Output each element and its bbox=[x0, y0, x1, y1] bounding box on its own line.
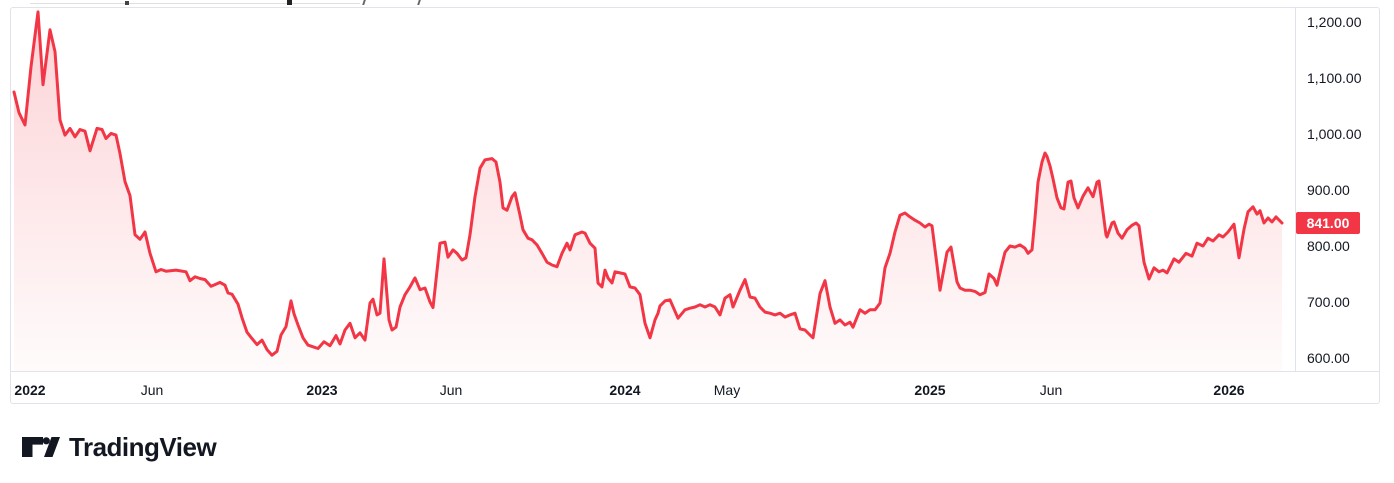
time-tick-label: Jun bbox=[1039, 382, 1063, 398]
time-tick-label: May bbox=[713, 382, 741, 398]
time-tick-label: 2026 bbox=[1213, 382, 1245, 398]
price-tick-label: 900.00 bbox=[1307, 182, 1350, 198]
chart-pane[interactable] bbox=[10, 7, 1295, 372]
tradingview-attribution-link[interactable]: TradingView bbox=[22, 431, 217, 463]
price-tick-label: 1,000.00 bbox=[1307, 126, 1362, 142]
price-line bbox=[12, 10, 1284, 357]
price-axis[interactable] bbox=[1295, 7, 1380, 371]
time-tick-label: 2025 bbox=[914, 382, 946, 398]
price-tick-label: 800.00 bbox=[1307, 238, 1350, 254]
clipped-title-text bbox=[0, 0, 1394, 6]
price-area-chart bbox=[12, 10, 1284, 372]
last-price-badge: 841.00 bbox=[1296, 212, 1360, 235]
time-axis[interactable] bbox=[10, 371, 1380, 404]
chart-frame bbox=[10, 7, 1380, 404]
time-tick-label: 2022 bbox=[14, 382, 46, 398]
price-tick-label: 700.00 bbox=[1307, 294, 1350, 310]
time-tick-label: Jun bbox=[140, 382, 164, 398]
time-tick-label: 2023 bbox=[306, 382, 338, 398]
tradingview-logo-text: TradingView bbox=[69, 432, 217, 462]
price-tick-label: 1,200.00 bbox=[1307, 14, 1362, 30]
price-tick-label: 600.00 bbox=[1307, 350, 1350, 366]
area-fill bbox=[14, 11, 1282, 372]
tradingview-logo-icon bbox=[22, 437, 60, 457]
time-tick-label: Jun bbox=[439, 382, 463, 398]
price-tick-label: 1,100.00 bbox=[1307, 70, 1362, 86]
time-tick-label: 2024 bbox=[609, 382, 641, 398]
